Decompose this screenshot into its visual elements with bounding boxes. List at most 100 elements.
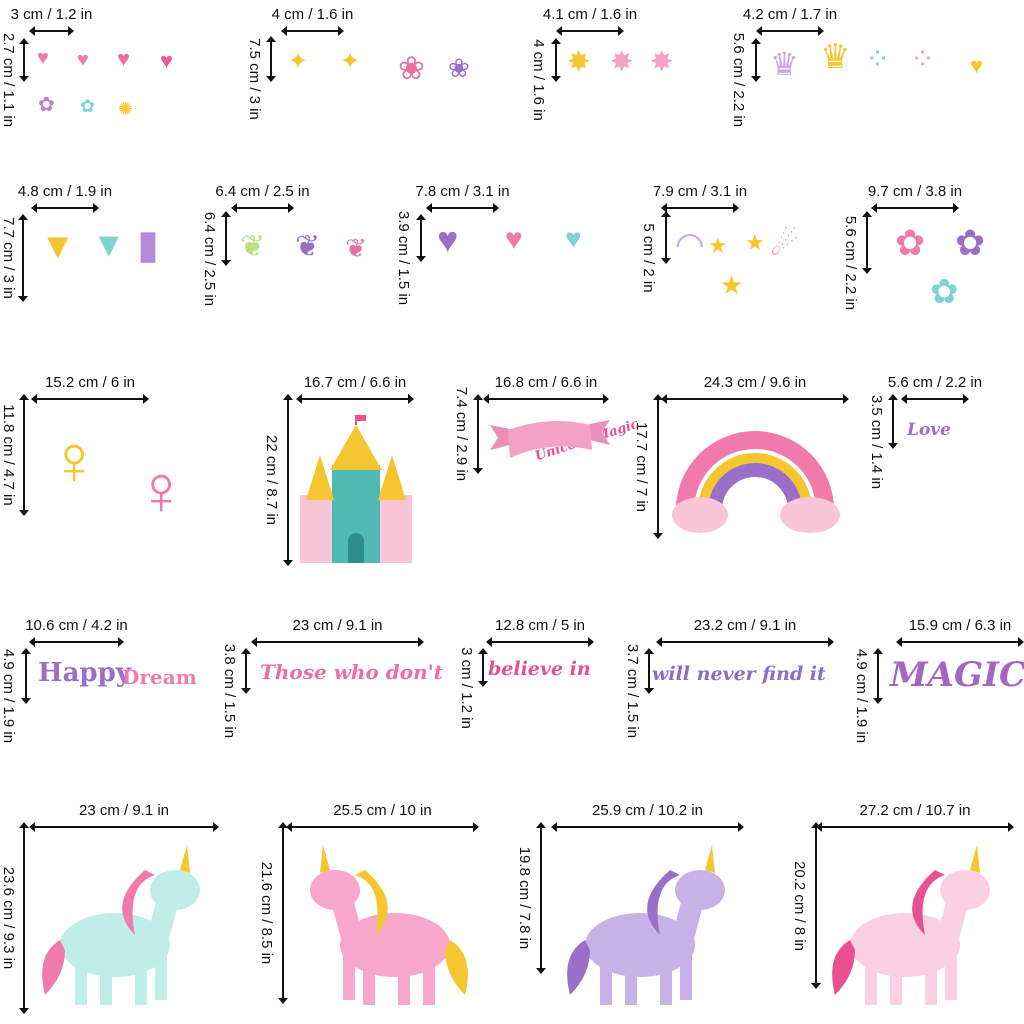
tulip-icon: ❀ — [448, 53, 470, 83]
height-arrow — [873, 648, 883, 704]
star-icon: ✸ — [650, 46, 674, 77]
ice-cream-icon: ▼ — [40, 225, 76, 266]
height-label: 3.9 cm / 1.5 in — [395, 210, 412, 306]
wand-icon: ✦ — [340, 48, 361, 75]
height-label: 5 cm / 2 in — [640, 222, 657, 293]
height-label: 3 cm / 1.2 in — [458, 646, 475, 729]
heart-icon: ♥ — [565, 223, 582, 254]
height-arrow — [21, 648, 31, 704]
width-label: 12.8 cm / 5 in — [494, 617, 586, 634]
width-label: 16.7 cm / 6.6 in — [303, 374, 407, 391]
width-arrow — [29, 637, 124, 647]
rainbow-illustration — [672, 431, 840, 533]
height-arrow — [862, 211, 872, 274]
flower-icon: ✿ — [930, 273, 959, 311]
width-label: 25.9 cm / 10.2 in — [592, 802, 703, 819]
width-arrow — [816, 822, 1014, 832]
height-label: 6.4 cm / 2.5 in — [201, 211, 218, 306]
height-label: 17.7 cm / 7 in — [633, 421, 650, 512]
width-arrow — [31, 394, 149, 404]
width-label: 7.9 cm / 3.1 in — [652, 183, 748, 200]
height-label: 22 cm / 8.7 in — [263, 434, 280, 526]
height-label: 3.5 cm / 1.4 in — [868, 394, 885, 489]
heart-icon: ♥ — [160, 48, 174, 73]
wand-icon: ✦ — [288, 48, 309, 75]
butterfly-icon: ❦ — [295, 230, 321, 263]
height-arrow — [19, 38, 29, 82]
unicorn-mint — [42, 845, 200, 1005]
height-label: 7.4 cm / 2.9 in — [453, 386, 470, 482]
height-arrow — [644, 648, 654, 694]
heart-icon: ♥ — [117, 46, 131, 71]
height-label: 4.9 cm / 1.9 in — [0, 648, 17, 744]
width-label: 4 cm / 1.6 in — [271, 6, 354, 23]
height-label: 11.8 cm / 4.7 in — [0, 404, 17, 506]
width-arrow — [29, 822, 219, 832]
width-arrow — [426, 203, 499, 213]
raindrop-icon: ⁘ — [910, 43, 936, 76]
width-arrow — [281, 26, 344, 36]
banner-illustration — [490, 420, 610, 458]
height-arrow — [473, 394, 483, 474]
width-arrow — [31, 203, 99, 213]
width-arrow — [29, 26, 74, 36]
width-arrow — [286, 822, 479, 832]
width-label: 23 cm / 9.1 in — [78, 802, 170, 819]
height-arrow — [19, 394, 29, 516]
height-arrow — [888, 394, 898, 449]
raindrop-icon: ⁘ — [865, 43, 891, 76]
width-arrow — [296, 394, 414, 404]
height-arrow — [19, 822, 29, 1014]
height-label: 5.6 cm / 2.2 in — [730, 32, 747, 128]
flower-icon: ✿ — [38, 94, 55, 116]
heart-icon: ♥ — [970, 53, 984, 78]
height-label: 3.7 cm / 1.5 in — [624, 643, 641, 739]
star-icon: ★ — [708, 233, 728, 258]
width-label: 16.8 cm / 6.6 in — [494, 374, 598, 391]
star-icon: ★ — [745, 230, 765, 255]
butterfly-icon: ❦ — [345, 233, 367, 263]
height-arrow — [241, 648, 251, 694]
height-label: 7.7 cm / 3 in — [0, 217, 17, 299]
width-label: 25.5 cm / 10 in — [333, 802, 432, 819]
width-arrow — [486, 637, 594, 647]
castle-illustration — [300, 415, 412, 563]
star-icon: ✸ — [610, 46, 634, 77]
width-label: 10.6 cm / 4.2 in — [25, 617, 128, 634]
width-label: 6.4 cm / 2.5 in — [215, 183, 310, 200]
height-arrow — [266, 36, 276, 82]
never-text: will never find it — [652, 663, 826, 685]
height-arrow — [551, 38, 561, 82]
unicorn-purple — [567, 845, 725, 1005]
height-arrow — [416, 214, 426, 262]
heart-icon: ♥ — [37, 47, 49, 69]
heart-icon: ♥ — [77, 49, 89, 71]
width-label: 4.1 cm / 1.6 in — [542, 6, 638, 23]
those-text: Those who don't — [260, 660, 443, 684]
shooting-star-icon: ☄ — [770, 226, 799, 262]
width-label: 15.2 cm / 6 in — [44, 374, 136, 391]
width-label: 4.8 cm / 1.9 in — [17, 183, 113, 200]
height-arrow — [536, 822, 546, 974]
unicorn-pink — [310, 845, 468, 1005]
dream-text: Dream — [122, 665, 197, 689]
width-arrow — [661, 394, 849, 404]
tulip-icon: ❀ — [398, 50, 425, 86]
width-label: 7.8 cm / 3.1 in — [415, 183, 510, 200]
height-arrow — [278, 822, 288, 1004]
height-label: 4.9 cm / 1.9 in — [853, 648, 870, 744]
fairy-icon: ♀ — [48, 421, 101, 499]
height-label: 21.6 cm / 8.5 in — [258, 861, 275, 965]
flower-icon: ✿ — [80, 96, 96, 116]
width-arrow — [896, 637, 1024, 647]
width-arrow — [656, 637, 834, 647]
believe-text: believe in — [488, 658, 591, 680]
unicorn-light-pink — [832, 845, 990, 1005]
width-label: 23 cm / 9.1 in — [292, 617, 383, 634]
butterfly-icon: ❦ — [240, 230, 266, 263]
height-arrow — [283, 394, 293, 566]
star-icon: ✸ — [567, 46, 591, 77]
width-label: 5.6 cm / 2.2 in — [887, 374, 983, 391]
height-label: 4 cm / 1.6 in — [530, 39, 547, 121]
width-arrow — [231, 203, 294, 213]
